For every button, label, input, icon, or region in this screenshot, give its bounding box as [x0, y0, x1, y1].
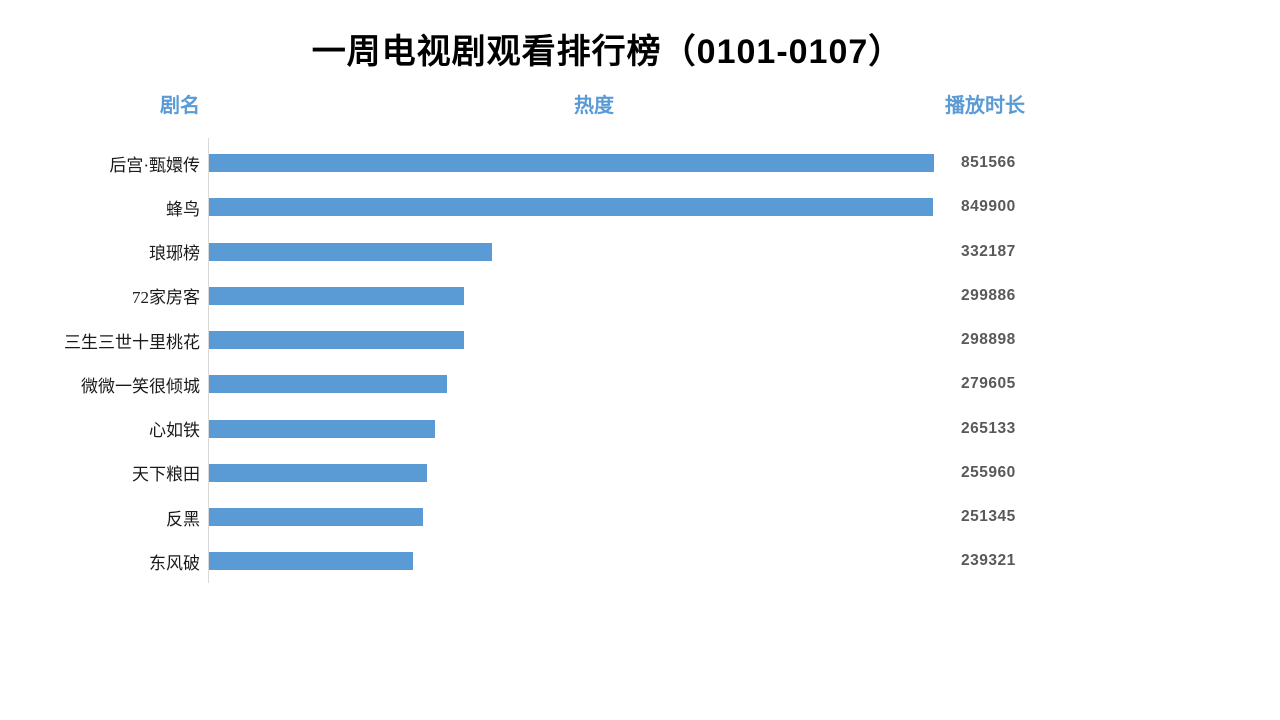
value-label: 265133 [961, 419, 1016, 437]
value-label: 255960 [961, 463, 1016, 481]
category-label: 微微一笑很倾城 [81, 376, 200, 396]
chart-row: 琅琊榜 332187 [0, 230, 1280, 274]
value-label: 849900 [961, 198, 1016, 216]
chart-row: 微微一笑很倾城 279605 [0, 362, 1280, 406]
bar-track [209, 286, 934, 305]
chart-row: 反黑 251345 [0, 495, 1280, 539]
y-axis-line [208, 138, 209, 583]
value-bar [209, 463, 427, 482]
value-bar [209, 375, 447, 394]
category-label: 反黑 [166, 509, 200, 529]
value-bar [209, 331, 464, 350]
bar-track [209, 419, 934, 438]
bar-rows: 后宫·甄嬛传 851566 蜂鸟 849900 琅琊榜 332187 72家房客 299886… [0, 141, 1280, 584]
value-label: 332187 [961, 242, 1016, 260]
value-bar [209, 419, 435, 438]
bar-track [209, 331, 934, 350]
bar-track [209, 375, 934, 394]
category-label: 三生三世十里桃花 [64, 332, 200, 352]
category-label: 后宫·甄嬛传 [109, 155, 200, 175]
value-bar [209, 286, 465, 305]
bar-track [209, 154, 934, 173]
value-label: 279605 [961, 375, 1016, 393]
chart-row: 心如铁 265133 [0, 407, 1280, 451]
value-bar [209, 552, 413, 571]
column-header-heat: 热度 [574, 95, 614, 117]
chart-row: 后宫·甄嬛传 851566 [0, 141, 1280, 185]
bar-track [209, 242, 934, 261]
value-label: 251345 [961, 508, 1016, 526]
chart-row: 天下粮田 255960 [0, 451, 1280, 495]
value-label: 239321 [961, 552, 1016, 570]
value-bar [209, 508, 423, 527]
chart-row: 三生三世十里桃花 298898 [0, 318, 1280, 362]
value-bar [209, 198, 933, 217]
value-label: 298898 [961, 331, 1016, 349]
bar-track [209, 463, 934, 482]
category-label: 心如铁 [149, 421, 200, 441]
column-header-playback-duration: 播放时长 [945, 95, 1025, 117]
bar-track [209, 508, 934, 527]
category-label: 72家房客 [132, 288, 200, 308]
category-label: 天下粮田 [132, 465, 200, 485]
column-header-drama-name: 剧名 [160, 95, 200, 117]
category-label: 琅琊榜 [149, 244, 200, 264]
chart-row: 72家房客 299886 [0, 274, 1280, 318]
bar-track [209, 552, 934, 571]
chart-title: 一周电视剧观看排行榜（0101-0107） [311, 33, 904, 71]
category-label: 蜂鸟 [166, 199, 200, 219]
value-bar [209, 154, 934, 173]
bar-track [209, 198, 934, 217]
value-label: 851566 [961, 154, 1016, 172]
chart-row: 东风破 239321 [0, 539, 1280, 583]
value-bar [209, 242, 492, 261]
value-label: 299886 [961, 286, 1016, 304]
chart-row: 蜂鸟 849900 [0, 185, 1280, 229]
category-label: 东风破 [149, 553, 200, 573]
